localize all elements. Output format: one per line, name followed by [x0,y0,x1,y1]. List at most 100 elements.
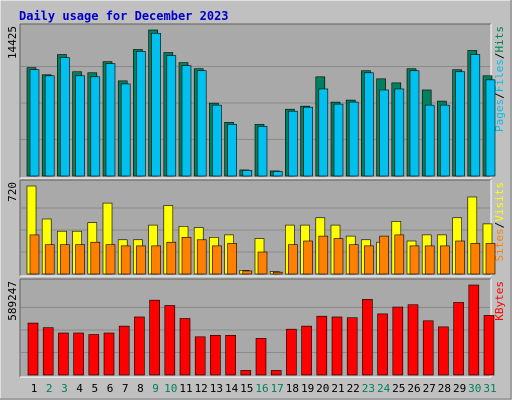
legend-entry-0: Pages [493,99,506,132]
panel-visits-sites: 720 Sites/Visits [6,179,506,277]
legend: KBytes [493,281,506,321]
kbytes-bar [58,332,69,376]
sites-bar [136,245,146,275]
x-tick-label: 3 [61,382,68,395]
legend: Sites/Visits [493,182,506,262]
kbytes-bar [346,317,358,376]
kbytes-bar [164,305,176,376]
x-tick-label: 12 [195,382,208,395]
sites-bar [424,245,435,275]
x-tick-label: 19 [301,382,314,395]
sites-bar [60,244,70,275]
kbytes-bar [270,370,282,376]
sites-bar [212,245,222,275]
kbytes-bar [149,299,160,376]
kbytes-bar [27,322,39,376]
x-axis-labels: 1 2 3 4 5 6 7 8 9 10 11 12 13 14 15 16 17 18 19 20 21 22 23 24 2… [31,382,497,395]
x-tick-label: 22 [347,382,360,395]
files-bar [212,104,222,177]
sites-bar [303,240,313,275]
kbytes-bar [118,325,130,376]
files-bar [44,75,55,177]
x-tick-label: 10 [164,382,177,395]
kbytes-bar [362,299,373,376]
sites-bar [348,244,359,275]
sites-bar [455,240,465,275]
kbytes-bar [377,313,388,376]
sites-bar [470,243,481,275]
y-max-label: 720 [6,182,19,202]
kbytes-bar [316,315,328,376]
files-bar [120,83,131,177]
files-bar [60,57,70,177]
files-bar [424,104,435,177]
x-tick-label: 18 [286,382,299,395]
x-tick-label: 20 [316,382,329,395]
y-max-label: 14425 [6,26,19,59]
kbytes-bar [438,326,449,376]
x-tick-label: 16 [255,382,268,395]
sites-bar [318,235,329,275]
files-bar [485,79,496,177]
kbytes-bar [103,332,115,376]
sites-bar [257,251,268,275]
x-tick-label: 29 [453,382,466,395]
panel-hits-files-pages: 14425 Pages/Files/Hits [6,23,506,179]
legend-entry-2: Files [493,59,506,92]
x-tick-label: 2 [46,382,53,395]
sites-bar [44,244,55,275]
kbytes-bar [331,316,343,376]
sites-bar [242,270,253,275]
files-bar [151,32,161,177]
sites-bar [409,245,420,275]
kbytes-bar [210,334,221,376]
kbytes-bar [179,318,191,376]
kbytes-bar [134,316,145,376]
files-bar [318,88,329,177]
x-tick-label: 30 [468,382,481,395]
sites-bar [120,245,131,275]
x-tick-label: 1 [31,382,38,395]
x-tick-label: 8 [137,382,144,395]
legend-entry-1: / [493,92,506,99]
sites-bar [166,241,177,275]
sites-bar [333,238,344,275]
sites-bar [105,244,116,275]
files-bar [105,63,116,177]
legend-entry-3: / [493,53,506,60]
x-tick-label: 31 [483,382,496,395]
kbytes-bar [225,334,236,376]
files-bar [288,110,298,177]
files-bar [440,104,450,177]
x-tick-label: 9 [152,382,159,395]
kbytes-bar [301,325,312,376]
y-max-label: 589247 [6,281,19,321]
files-bar [181,65,192,177]
x-tick-label: 17 [271,382,284,395]
sites-bar [181,237,192,275]
sites-bar [440,245,450,275]
files-bar [303,106,313,177]
sites-bar [29,234,40,275]
panel-kbytes: 589247 KBytes [6,278,506,378]
x-tick-label: 24 [377,382,391,395]
x-tick-label: 21 [331,382,344,395]
files-bar [470,54,481,177]
files-bar [90,76,101,177]
x-tick-label: 11 [179,382,192,395]
legend: Pages/Files/Hits [493,26,506,132]
x-tick-label: 23 [362,382,375,395]
x-tick-label: 7 [122,382,129,395]
x-tick-label: 28 [438,382,451,395]
chart-title: Daily usage for December 2023 [19,9,229,23]
files-bar [409,70,420,177]
kbytes-bar [483,315,495,376]
x-tick-label: 27 [423,382,436,395]
files-bar [333,103,344,177]
sites-bar [485,243,496,275]
kbytes-bar [42,327,54,376]
kbytes-bar [73,332,84,376]
files-bar [75,75,85,177]
sites-bar [288,244,298,275]
kbytes-bar [422,320,434,376]
